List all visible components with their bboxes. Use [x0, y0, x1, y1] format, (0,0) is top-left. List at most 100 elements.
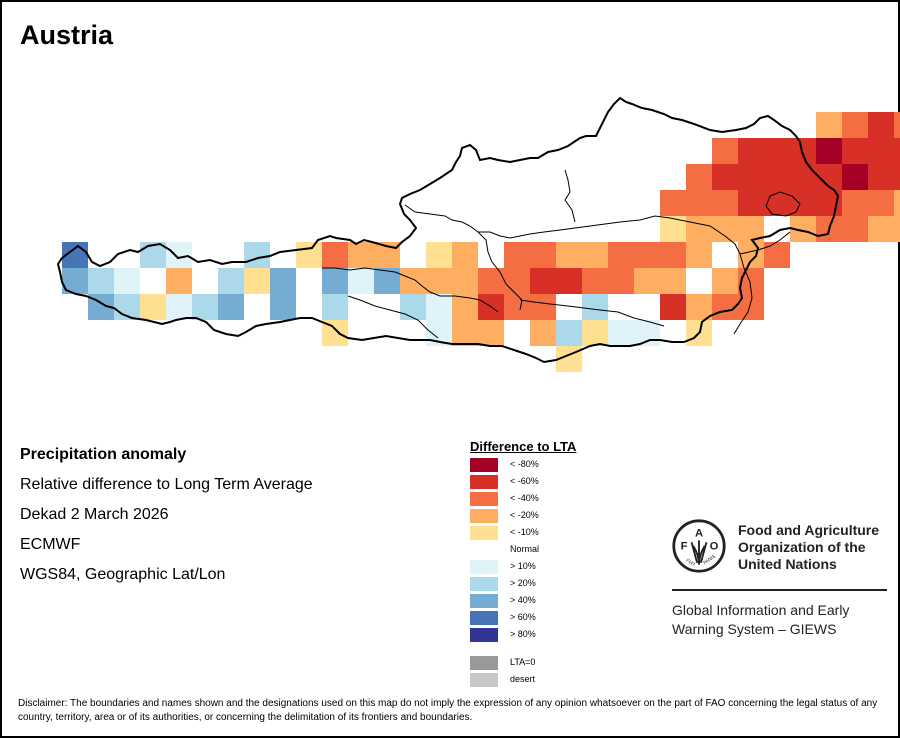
anomaly-grid — [62, 112, 900, 372]
giews-line1: Global Information and Early — [672, 602, 850, 618]
svg-text:A: A — [695, 528, 703, 540]
grid-cell — [816, 190, 842, 216]
grid-cell — [790, 164, 816, 190]
map-subtitle: Relative difference to Long Term Average — [20, 476, 313, 493]
grid-cell — [608, 242, 634, 268]
fao-name-line2: Organization of the — [738, 539, 866, 555]
legend-label: < -40% — [510, 493, 539, 503]
grid-cell — [426, 242, 452, 268]
grid-cell — [322, 294, 348, 320]
grid-cell — [634, 242, 660, 268]
grid-cell — [868, 138, 894, 164]
legend-label: > 20% — [510, 578, 536, 588]
grid-cell — [842, 112, 868, 138]
legend-swatch — [470, 594, 498, 608]
grid-cell — [712, 190, 738, 216]
legend-label: < -60% — [510, 476, 539, 486]
legend-label: > 80% — [510, 629, 536, 639]
grid-cell — [556, 320, 582, 346]
grid-cell — [244, 268, 270, 294]
grid-cell — [452, 268, 478, 294]
grid-cell — [218, 294, 244, 320]
legend-swatch — [470, 560, 498, 574]
grid-cell — [166, 294, 192, 320]
grid-cell — [686, 190, 712, 216]
data-source: ECMWF — [20, 536, 81, 553]
grid-cell — [192, 294, 218, 320]
legend-swatch — [470, 475, 498, 489]
grid-cell — [738, 138, 764, 164]
grid-cell — [842, 216, 868, 242]
legend-swatch — [470, 673, 498, 687]
grid-cell — [738, 242, 764, 268]
grid-cell — [660, 294, 686, 320]
grid-cell — [582, 268, 608, 294]
grid-cell — [868, 164, 894, 190]
grid-cell — [686, 242, 712, 268]
grid-cell — [764, 138, 790, 164]
province-borders — [322, 169, 801, 339]
legend-label: Normal — [510, 544, 540, 554]
grid-cell — [322, 242, 348, 268]
grid-cell — [764, 164, 790, 190]
fao-divider — [672, 589, 887, 591]
grid-cell — [894, 138, 900, 164]
grid-cell — [686, 294, 712, 320]
grid-cell — [634, 268, 660, 294]
grid-cell — [270, 268, 296, 294]
grid-cell — [348, 268, 374, 294]
legend-label: desert — [510, 674, 536, 684]
legend-swatch — [470, 577, 498, 591]
legend-label: LTA=0 — [510, 657, 536, 667]
legend-label: > 60% — [510, 612, 536, 622]
disclaimer: Disclaimer: The boundaries and names sho… — [18, 698, 878, 723]
grid-cell — [452, 242, 478, 268]
grid-cell — [270, 294, 296, 320]
legend-label: > 40% — [510, 595, 536, 605]
svg-text:FIAT: FIAT — [685, 558, 696, 568]
grid-cell — [608, 320, 634, 346]
legend-swatch — [470, 509, 498, 523]
map-heading: Precipitation anomaly — [20, 446, 187, 463]
grid-cell — [816, 112, 842, 138]
grid-cell — [374, 268, 400, 294]
grid-cell — [790, 138, 816, 164]
grid-cell — [530, 242, 556, 268]
grid-cell — [530, 268, 556, 294]
grid-cell — [686, 164, 712, 190]
svg-text:O: O — [710, 541, 719, 553]
grid-cell — [322, 268, 348, 294]
grid-cell — [400, 294, 426, 320]
grid-cell — [556, 268, 582, 294]
fao-name-line3: United Nations — [738, 556, 837, 572]
legend-swatch — [470, 458, 498, 472]
grid-cell — [738, 164, 764, 190]
country-border — [56, 96, 840, 364]
grid-cell — [712, 268, 738, 294]
grid-cell — [530, 320, 556, 346]
grid-cell — [556, 242, 582, 268]
svg-text:F: F — [681, 541, 688, 553]
grid-cell — [712, 164, 738, 190]
legend-label: < -10% — [510, 527, 539, 537]
projection: WGS84, Geographic Lat/Lon — [20, 566, 226, 583]
map-period: Dekad 2 March 2026 — [20, 506, 169, 523]
grid-cell — [842, 138, 868, 164]
grid-cell — [140, 294, 166, 320]
legend-title: Difference to LTA — [470, 439, 577, 454]
grid-cell — [868, 216, 894, 242]
grid-cell — [114, 268, 140, 294]
legend-swatch — [470, 656, 498, 670]
grid-cell — [842, 190, 868, 216]
grid-cell — [88, 268, 114, 294]
grid-cell — [712, 138, 738, 164]
grid-cell — [868, 190, 894, 216]
grid-cell — [244, 242, 270, 268]
legend-swatch — [470, 628, 498, 642]
grid-cell — [504, 268, 530, 294]
grid-cell — [348, 242, 374, 268]
fao-logo: A F O FIAT PANIS — [672, 519, 726, 573]
grid-cell — [686, 216, 712, 242]
grid-cell — [660, 268, 686, 294]
legend-label: < -20% — [510, 510, 539, 520]
